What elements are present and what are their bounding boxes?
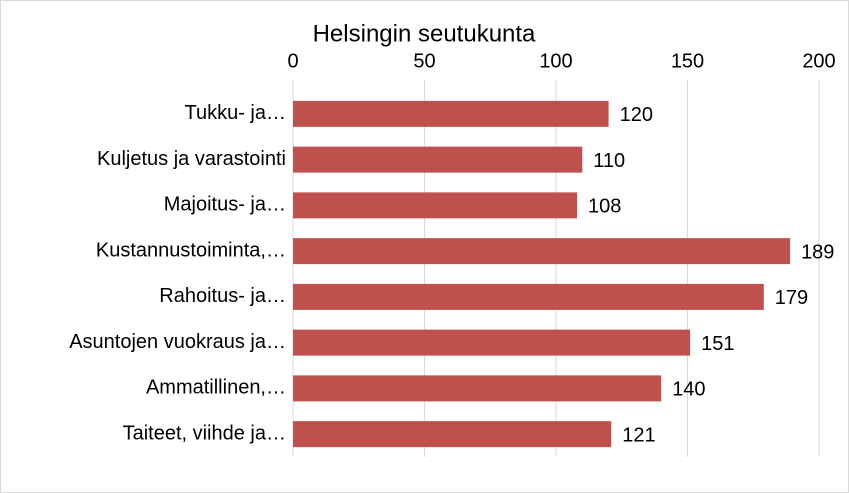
value-label: 120 [620, 104, 653, 126]
value-label: 140 [672, 379, 705, 401]
value-label: 121 [622, 424, 655, 446]
y-tick-label: Kustannustoiminta,… [96, 239, 286, 261]
y-tick-label: Tukku- ja… [184, 102, 286, 124]
bar [293, 329, 691, 356]
bar [293, 192, 578, 219]
value-label: 151 [701, 333, 734, 355]
x-tick-label: 100 [539, 50, 572, 72]
y-tick-label: Ammatillinen,… [146, 377, 286, 399]
bar [293, 283, 764, 310]
bar [293, 421, 612, 448]
value-label: 110 [593, 150, 625, 172]
value-label: 108 [588, 196, 621, 218]
y-tick-label: Kuljetus ja varastointi [97, 148, 286, 170]
bar [293, 238, 791, 265]
bar [293, 100, 609, 127]
bar [293, 375, 662, 402]
x-tick-label: 150 [671, 50, 704, 72]
value-label: 179 [775, 287, 808, 309]
y-tick-label: Rahoitus- ja… [159, 285, 286, 307]
x-tick-label: 0 [287, 50, 298, 72]
bar [293, 146, 583, 173]
y-tick-label: Asuntojen vuokraus ja… [69, 331, 286, 353]
y-tick-label: Majoitus- ja… [164, 194, 286, 216]
value-label: 189 [801, 241, 834, 263]
chart-title: Helsingin seutukunta [313, 20, 536, 47]
x-tick-label: 200 [802, 50, 835, 72]
y-tick-label: Taiteet, viihde ja… [123, 422, 286, 444]
x-tick-label: 50 [413, 50, 435, 72]
